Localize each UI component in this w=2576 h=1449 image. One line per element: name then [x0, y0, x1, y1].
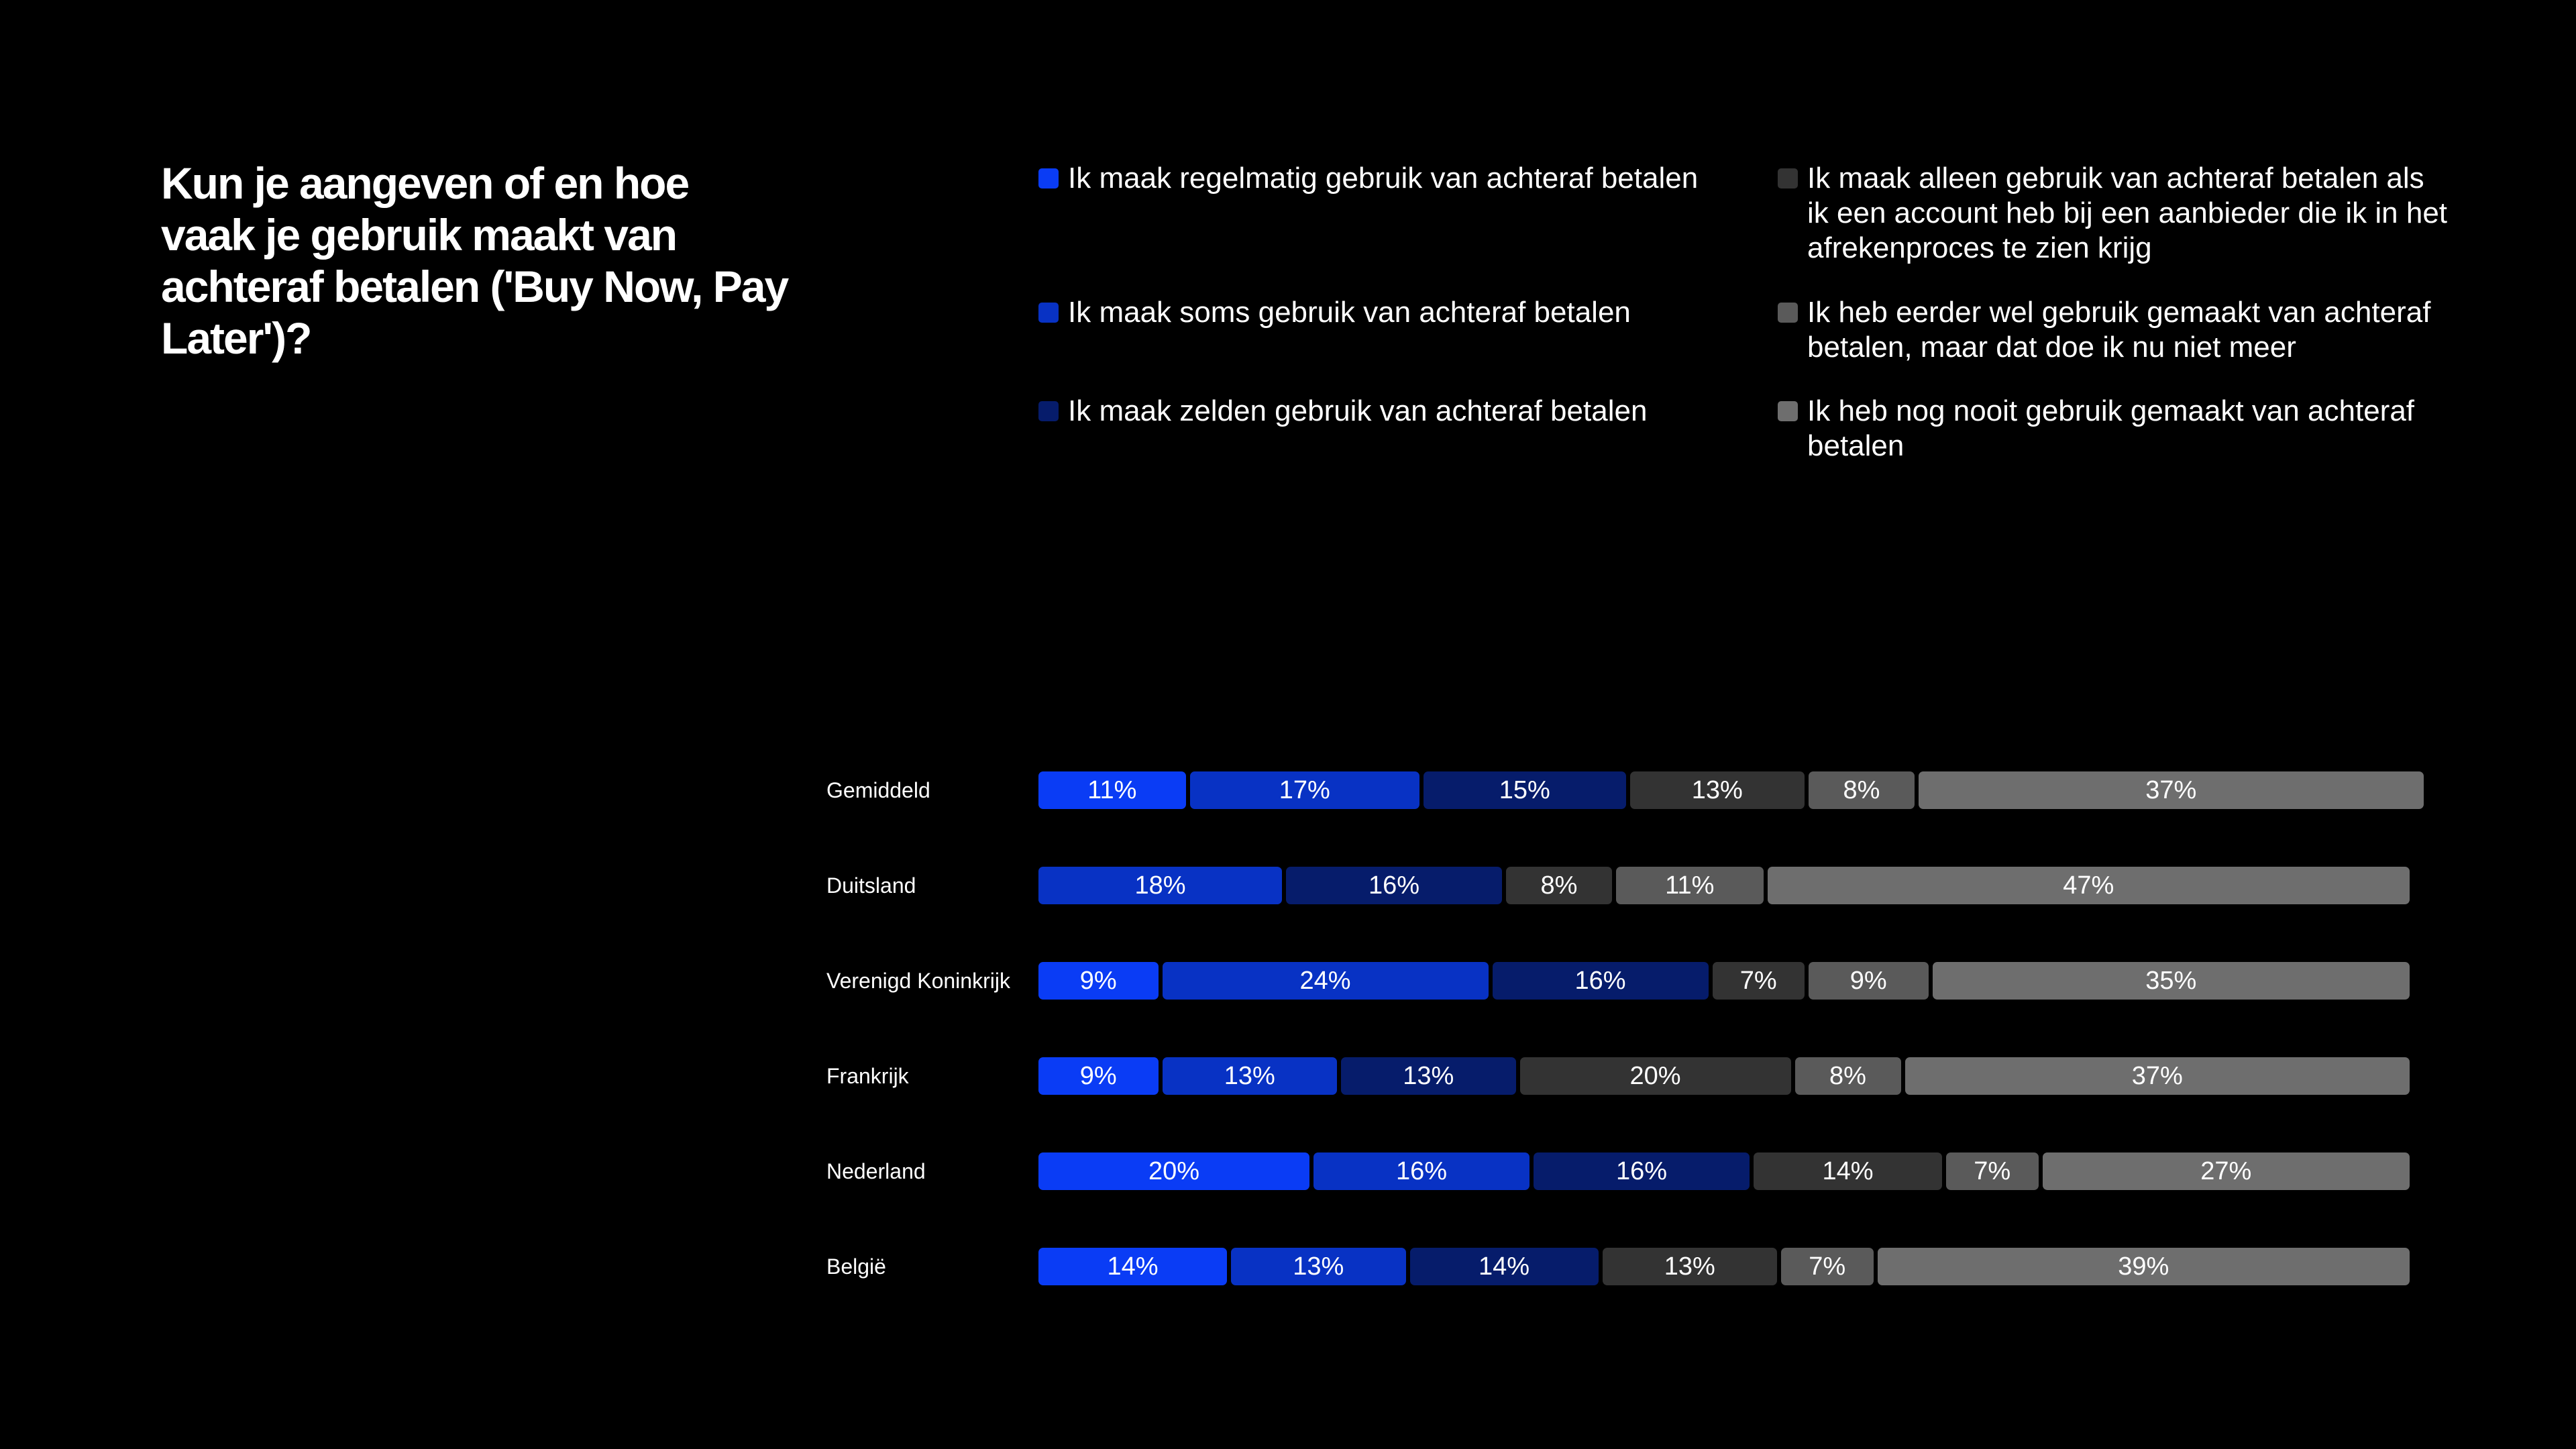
bar-segment: 35% — [1932, 962, 2410, 1000]
legend-label: Ik heb eerder wel gebruik gemaakt van ac… — [1807, 296, 2431, 364]
legend-swatch — [1778, 168, 1798, 189]
row-label: Frankrijk — [826, 1064, 909, 1088]
bar-segment: 20% — [1038, 1152, 1309, 1190]
legend-item: Ik maak regelmatig gebruik van achteraf … — [1038, 161, 1723, 196]
bar-segment: 15% — [1424, 771, 1626, 809]
bar-segment: 14% — [1038, 1248, 1227, 1285]
bar-segment: 7% — [1946, 1152, 2039, 1190]
bar-segment: 8% — [1794, 1057, 1901, 1095]
bar-segment: 11% — [1038, 771, 1186, 809]
bar-segment: 16% — [1534, 1152, 1750, 1190]
row-label: Verenigd Koninkrijk — [826, 969, 1010, 993]
bar-segment: 9% — [1038, 962, 1159, 1000]
bar-segment: 27% — [2042, 1152, 2410, 1190]
bar-segment: 13% — [1629, 771, 1805, 809]
bar-segment: 9% — [1038, 1057, 1159, 1095]
bar-segment: 17% — [1189, 771, 1419, 809]
row-label: Gemiddeld — [826, 778, 930, 802]
row-label: Nederland — [826, 1159, 926, 1183]
bar-segment: 18% — [1038, 867, 1282, 904]
bar-segment: 16% — [1492, 962, 1709, 1000]
bar-segment: 8% — [1809, 771, 1915, 809]
legend-swatch — [1038, 168, 1059, 189]
bar-segment: 7% — [1712, 962, 1805, 1000]
bar-segment: 47% — [1767, 867, 2410, 904]
bar-segment: 14% — [1409, 1248, 1599, 1285]
legend-swatch — [1038, 401, 1059, 421]
legend-item: Ik heb nog nooit gebruik gemaakt van ach… — [1778, 394, 2449, 464]
legend-item: Ik maak zelden gebruik van achteraf beta… — [1038, 394, 1723, 429]
bar-segment: 14% — [1754, 1152, 1942, 1190]
row-label: Duitsland — [826, 873, 916, 898]
bar-segment: 9% — [1809, 962, 1929, 1000]
legend-label: Ik maak soms gebruik van achteraf betale… — [1068, 296, 1631, 329]
bar-segment: 37% — [1904, 1057, 2410, 1095]
bar-segment: 16% — [1286, 867, 1502, 904]
legend-label: Ik maak regelmatig gebruik van achteraf … — [1068, 162, 1699, 195]
bar-segment: 13% — [1341, 1057, 1516, 1095]
bar-segment: 8% — [1506, 867, 1612, 904]
bar-segment: 13% — [1602, 1248, 1777, 1285]
bar-segment: 16% — [1313, 1152, 1529, 1190]
bar-segment: 39% — [1877, 1248, 2410, 1285]
row-label: België — [826, 1254, 886, 1279]
legend-swatch — [1778, 401, 1798, 421]
bar-segment: 24% — [1162, 962, 1489, 1000]
legend-swatch — [1038, 303, 1059, 323]
legend-item: Ik heb eerder wel gebruik gemaakt van ac… — [1778, 295, 2449, 365]
bar-segment: 37% — [1919, 771, 2424, 809]
legend-swatch — [1778, 303, 1798, 323]
legend-label: Ik maak alleen gebruik van achteraf beta… — [1807, 162, 2448, 264]
legend-label: Ik heb nog nooit gebruik gemaakt van ach… — [1807, 394, 2415, 462]
bar-segment: 13% — [1231, 1248, 1406, 1285]
page-title: Kun je aangeven of en hoe vaak je gebrui… — [161, 158, 789, 363]
bar-segment: 11% — [1616, 867, 1764, 904]
bar-segment: 13% — [1162, 1057, 1337, 1095]
legend-label: Ik maak zelden gebruik van achteraf beta… — [1068, 394, 1648, 427]
bar-segment: 20% — [1519, 1057, 1791, 1095]
legend-item: Ik maak alleen gebruik van achteraf beta… — [1778, 161, 2449, 266]
legend-item: Ik maak soms gebruik van achteraf betale… — [1038, 295, 1723, 330]
bar-segment: 7% — [1781, 1248, 1874, 1285]
